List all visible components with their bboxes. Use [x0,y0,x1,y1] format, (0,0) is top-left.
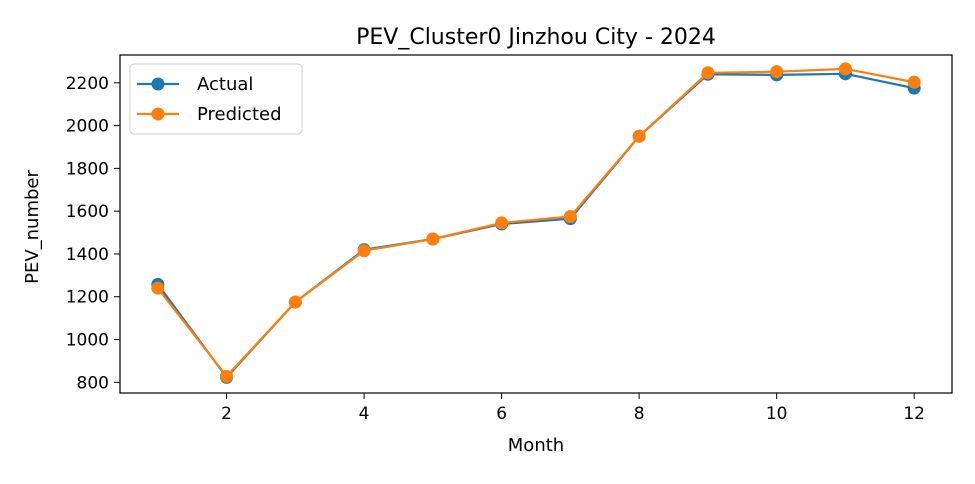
y-tick-label: 2000 [66,117,109,137]
x-tick-label: 2 [221,404,232,424]
predicted-data-point [770,65,784,79]
x-tick-label: 12 [903,404,925,424]
legend-box [129,63,303,135]
y-tick-label: 1600 [66,202,109,222]
predicted-series-line [156,67,915,378]
y-tick-label: 1200 [66,288,109,308]
x-axis-label: Month [508,435,564,456]
chart-title: PEV_Cluster0 Jinzhou City - 2024 [356,25,716,50]
y-tick-label: 2200 [66,74,109,94]
predicted-data-point [838,62,852,76]
predicted-data-point [288,295,302,309]
actual-legend-marker [151,77,165,91]
predicted-data-point [632,129,646,143]
predicted-data-point [357,244,371,258]
predicted-data-point [563,210,577,224]
legend: Actual Predicted [129,63,303,135]
predicted-data-point [426,232,440,246]
x-tick-label: 8 [634,404,645,424]
predicted-data-point [907,75,921,89]
predicted-legend-marker [151,107,165,121]
y-tick-label: 1000 [66,331,109,351]
ticks-layer: 2 4 6 8 10 12 800 1000 1200 1400 1600 1800 2000 2200 [66,74,925,424]
predicted-data-point [151,281,165,295]
predicted-legend-label: Predicted [197,104,282,125]
plot-area-frame [119,54,953,394]
y-tick-label: 800 [77,373,109,393]
series-layer [151,62,921,384]
x-tick-label: 6 [496,404,507,424]
predicted-data-point [495,216,509,230]
y-tick-label: 1400 [66,245,109,265]
x-tick-label: 4 [359,404,370,424]
predicted-data-point [701,66,715,80]
y-tick-label: 1800 [66,159,109,179]
predicted-data-point [220,369,234,383]
y-axis-label: PEV_number [22,170,43,284]
x-tick-label: 10 [766,404,788,424]
actual-legend-label: Actual [197,74,253,95]
